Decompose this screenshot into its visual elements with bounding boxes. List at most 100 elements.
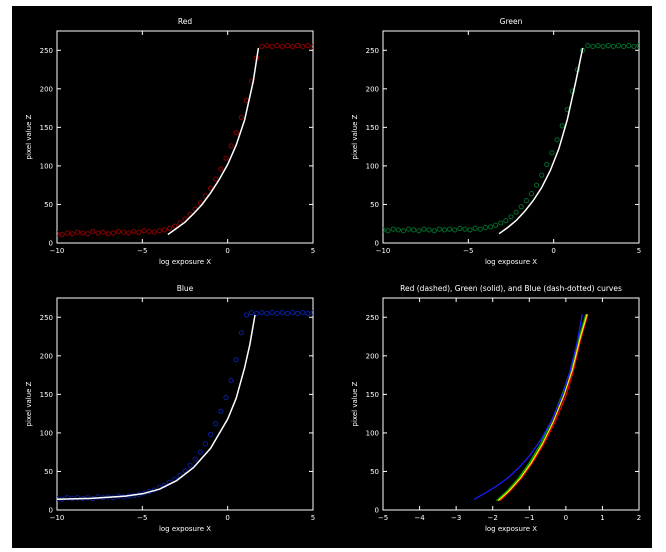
x-tick-label: 0 [225,247,229,255]
series-group [383,43,639,235]
data-point [269,310,275,316]
data-point [213,176,219,182]
data-point [172,223,178,229]
panel-title: Red [178,17,192,26]
data-point [477,226,483,232]
data-point [446,226,453,232]
data-point [151,229,157,235]
data-point [85,495,91,501]
panel-title: Blue [177,284,194,293]
data-point [223,394,229,401]
data-point [426,227,432,233]
data-point [508,214,514,220]
panel-title: Red (dashed), Green (solid), and Blue (d… [400,284,622,293]
y-tick-label: 100 [40,162,53,170]
y-tick-label: 50 [44,468,53,476]
data-point [238,330,244,336]
data-point [390,226,396,232]
y-tick-label: 250 [40,47,53,55]
data-point [295,43,301,49]
x-axis-label: log exposure X [159,258,211,266]
x-tick-label: −10 [376,247,391,255]
data-point [385,228,391,234]
data-point [115,228,122,235]
data-point [218,166,224,172]
data-point [74,495,81,501]
axes-frame [382,30,640,244]
x-tick-label: 5 [311,247,315,255]
data-point [156,228,162,234]
data-point [274,43,280,49]
y-tick-label: 0 [375,240,379,248]
x-tick-label: −3 [451,514,461,522]
data-point [95,494,101,500]
data-point [482,224,488,231]
data-point [305,310,311,317]
data-point [254,310,260,317]
data-point [310,43,313,50]
data-point [187,462,193,468]
data-point [600,43,606,50]
data-point [621,43,627,50]
series-line-2 [167,47,260,236]
series-line-2 [57,314,256,500]
y-tick-label: 150 [366,391,379,399]
data-point [161,227,168,233]
x-axis-label: log exposure X [485,258,537,266]
data-point [228,143,234,149]
data-point [503,218,509,224]
data-point [615,43,622,49]
series-line-1 [499,314,589,502]
data-point [105,231,111,237]
data-point [274,310,280,317]
series-group [57,43,313,238]
y-tick-label: 250 [366,47,379,55]
data-point [208,431,214,438]
data-point [436,226,442,232]
x-tick-label: −5 [378,514,388,522]
data-point [421,226,427,232]
data-point [85,231,91,237]
y-tick-label: 150 [40,124,53,132]
axes-frame [382,297,640,511]
data-point [626,43,632,49]
data-point [80,230,86,236]
data-point [300,43,306,50]
data-point [69,231,75,237]
data-point [498,220,504,226]
data-point [264,43,270,49]
data-point [493,222,499,228]
data-point [605,43,611,49]
x-tick-label: −5 [137,514,147,522]
data-point [233,357,239,363]
y-axis-label: pixel value Z [351,114,359,159]
data-point [192,456,198,462]
data-point [279,43,285,50]
x-tick-label: −2 [488,514,498,522]
data-point [631,43,637,50]
data-point [120,229,127,235]
data-point [126,230,132,236]
y-tick-label: 100 [40,429,53,437]
data-point [289,310,296,316]
series-line-2 [498,47,584,235]
data-point [400,228,407,234]
data-point [559,123,565,129]
data-point [259,310,265,316]
y-tick-label: 150 [366,124,379,132]
data-point [74,229,81,235]
data-point [544,161,550,167]
data-point [213,421,219,427]
y-tick-label: 0 [375,507,379,515]
data-point [223,155,229,161]
y-tick-label: 50 [44,201,53,209]
data-point [416,228,422,234]
data-point [269,43,275,50]
x-tick-label: 0 [564,514,568,522]
x-tick-label: −1 [524,514,534,522]
data-point [264,310,270,317]
y-tick-label: 250 [366,314,379,322]
